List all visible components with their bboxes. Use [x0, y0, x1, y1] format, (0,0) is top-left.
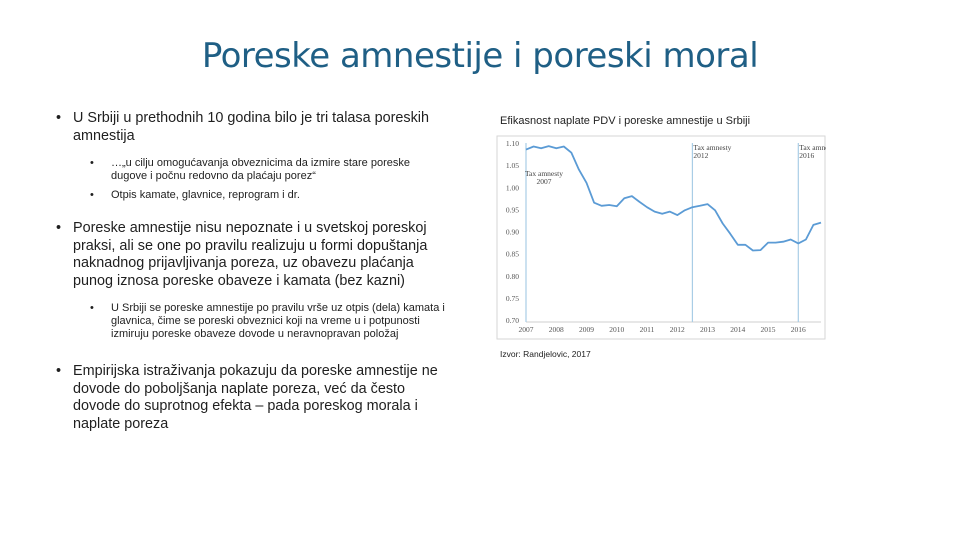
bullet-3: Empirijska istraživanja pokazuju da pore… — [56, 363, 448, 433]
y-tick-label: 0.90 — [506, 228, 519, 237]
annotation-label: Tax amnesty — [693, 143, 731, 152]
chart-frame — [496, 135, 826, 340]
y-tick-label: 1.00 — [506, 183, 519, 192]
bullet-2-subs: U Srbiji se poreske amnestije po pravilu… — [56, 302, 448, 341]
x-tick-label: 2010 — [609, 325, 624, 334]
y-tick-label: 0.85 — [506, 250, 519, 259]
y-tick-label: 0.70 — [506, 316, 519, 325]
chart-caption: Efikasnost naplate PDV i poreske amnesti… — [500, 115, 751, 127]
x-tick-label: 2012 — [670, 325, 685, 334]
bullet-1-subs: …„u cilju omogućavanja obveznicima da iz… — [56, 157, 448, 202]
x-tick-label: 2014 — [730, 325, 745, 334]
chart-source: Izvor: Randjelovic, 2017 — [500, 349, 591, 359]
x-tick-label: 2008 — [549, 325, 564, 334]
x-tick-label: 2009 — [579, 325, 594, 334]
bullet-list: U Srbiji u prethodnih 10 godina bilo je … — [56, 110, 448, 445]
chart-svg: 0.70 0.75 0.80 0.85 0.90 0.95 1.00 1.05 1.10 2007… — [496, 135, 838, 340]
bullet-1: U Srbiji u prethodnih 10 godina bilo je … — [56, 110, 448, 145]
series-line — [525, 145, 822, 252]
sub-bullet-1-2: Otpis kamate, glavnice, reprogram i dr. — [56, 189, 448, 202]
y-tick-label: 1.10 — [506, 139, 519, 148]
annotation-label: 2012 — [693, 151, 708, 160]
slide-title: Poreske amnestije i poreski moral — [201, 36, 759, 76]
x-tick-label: 2016 — [791, 325, 806, 334]
annotation-label: 2007 — [537, 177, 552, 186]
x-tick-label: 2011 — [640, 325, 655, 334]
y-tick-label: 1.05 — [506, 161, 519, 170]
sub-bullet-1-1: …„u cilju omogućavanja obveznicima da iz… — [56, 157, 448, 183]
vat-efficiency-chart: 0.70 0.75 0.80 0.85 0.90 0.95 1.00 1.05 1.10 2007… — [496, 135, 838, 340]
sub-bullet-2-1: U Srbiji se poreske amnestije po pravilu… — [56, 302, 448, 341]
x-tick-label: 2013 — [700, 325, 715, 334]
y-tick-label: 0.80 — [506, 272, 519, 281]
annotation-label: Tax amnesty — [525, 169, 563, 178]
y-tick-label: 0.75 — [506, 294, 519, 303]
annotation-label: 2016 — [799, 151, 814, 160]
x-tick-label: 2015 — [761, 325, 776, 334]
annotation-label: Tax amnesty — [799, 143, 826, 152]
bullet-2: Poreske amnestije nisu nepoznate i u sve… — [56, 220, 448, 290]
x-tick-label: 2007 — [519, 325, 534, 334]
y-tick-label: 0.95 — [506, 205, 519, 214]
